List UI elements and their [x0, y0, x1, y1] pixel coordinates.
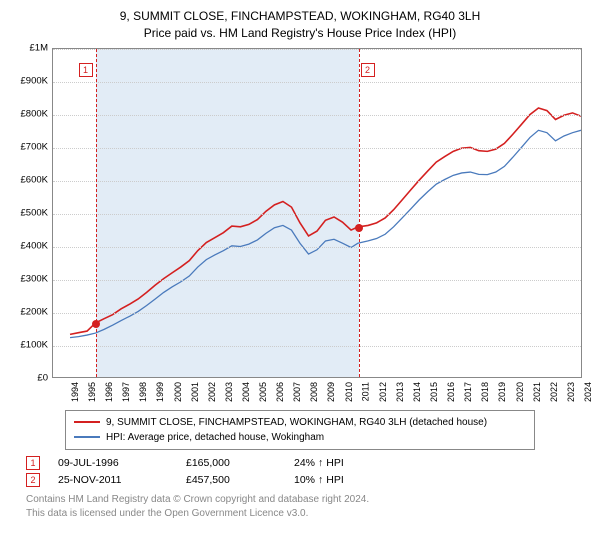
sale-vline: [359, 49, 360, 377]
gridline: [53, 280, 581, 281]
gridline: [53, 115, 581, 116]
gridline: [53, 346, 581, 347]
x-axis-label: 1997: [121, 382, 131, 402]
title-subtitle: Price paid vs. HM Land Registry's House …: [12, 25, 588, 42]
series-hpi: [70, 130, 581, 337]
gridline: [53, 214, 581, 215]
gridline: [53, 313, 581, 314]
sale-date: 25-NOV-2011: [58, 474, 168, 486]
legend-box: 9, SUMMIT CLOSE, FINCHAMPSTEAD, WOKINGHA…: [65, 410, 535, 450]
sale-date: 09-JUL-1996: [58, 457, 168, 469]
x-axis-label: 2019: [497, 382, 507, 402]
x-axis-label: 2002: [207, 382, 217, 402]
gridline: [53, 82, 581, 83]
x-axis-label: 2015: [429, 382, 439, 402]
legend-row: HPI: Average price, detached house, Woki…: [74, 430, 526, 445]
footer-line1: Contains HM Land Registry data © Crown c…: [26, 493, 588, 507]
y-axis-label: £400K: [21, 240, 48, 251]
x-axis-label: 2004: [241, 382, 251, 402]
x-axis-label: 2012: [378, 382, 388, 402]
x-axis-label: 2023: [566, 382, 576, 402]
sale-price: £457,500: [186, 474, 276, 486]
sales-block: 1 09-JUL-1996 £165,000 24% ↑ HPI 2 25-NOV-201…: [12, 456, 588, 487]
x-axis-label: 2010: [344, 382, 354, 402]
legend-label-hpi: HPI: Average price, detached house, Woki…: [106, 430, 324, 445]
x-axis-label: 2018: [480, 382, 490, 402]
legend-row: 9, SUMMIT CLOSE, FINCHAMPSTEAD, WOKINGHA…: [74, 415, 526, 430]
footer: Contains HM Land Registry data © Crown c…: [26, 493, 588, 521]
y-axis-label: £900K: [21, 75, 48, 86]
y-axis-label: £800K: [21, 108, 48, 119]
legend-swatch-hpi: [74, 436, 100, 438]
y-axis-label: £700K: [21, 141, 48, 152]
x-axis-label: 1998: [138, 382, 148, 402]
gridline: [53, 49, 581, 50]
sale-hpi: 24% ↑ HPI: [294, 457, 384, 469]
y-axis-label: £0: [37, 372, 48, 383]
x-axis-label: 1999: [156, 382, 166, 402]
y-axis-label: £200K: [21, 306, 48, 317]
arrow-up-icon: ↑: [318, 474, 323, 486]
x-axis-label: 2022: [549, 382, 559, 402]
sale-row: 2 25-NOV-2011 £457,500 10% ↑ HPI: [26, 473, 588, 487]
plot-area: 12: [52, 48, 582, 378]
gridline: [53, 247, 581, 248]
sale-dot: [92, 320, 100, 328]
x-axis-label: 2005: [258, 382, 268, 402]
x-axis-label: 2013: [395, 382, 405, 402]
chart-container: 9, SUMMIT CLOSE, FINCHAMPSTEAD, WOKINGHA…: [0, 0, 600, 560]
x-axis-label: 2016: [446, 382, 456, 402]
arrow-up-icon: ↑: [318, 457, 323, 469]
sale-marker-2: 2: [361, 63, 375, 77]
x-axis-label: 2006: [275, 382, 285, 402]
sale-hpi: 10% ↑ HPI: [294, 474, 384, 486]
title-address: 9, SUMMIT CLOSE, FINCHAMPSTEAD, WOKINGHA…: [12, 8, 588, 25]
legend-label-subject: 9, SUMMIT CLOSE, FINCHAMPSTEAD, WOKINGHA…: [106, 415, 487, 430]
x-axis-label: 1996: [104, 382, 114, 402]
x-axis-label: 2007: [292, 382, 302, 402]
chart-area: 12 £0£100K£200K£300K£400K£500K£600K£700K…: [12, 48, 588, 406]
gridline: [53, 148, 581, 149]
x-axis-label: 2003: [224, 382, 234, 402]
sale-row-marker: 2: [26, 473, 40, 487]
x-axis-label: 2014: [412, 382, 422, 402]
y-axis-label: £600K: [21, 174, 48, 185]
gridline: [53, 181, 581, 182]
line-svg: [53, 49, 581, 377]
y-axis-label: £100K: [21, 339, 48, 350]
x-axis-label: 1994: [70, 382, 80, 402]
x-axis-label: 2021: [532, 382, 542, 402]
y-axis-label: £500K: [21, 207, 48, 218]
x-axis-label: 2020: [515, 382, 525, 402]
x-axis-label: 2024: [583, 382, 593, 402]
legend-swatch-subject: [74, 421, 100, 423]
sale-price: £165,000: [186, 457, 276, 469]
x-axis-label: 2001: [190, 382, 200, 402]
x-axis-label: 2008: [309, 382, 319, 402]
sale-marker-1: 1: [79, 63, 93, 77]
sale-row: 1 09-JUL-1996 £165,000 24% ↑ HPI: [26, 456, 588, 470]
series-subject: [70, 108, 581, 334]
footer-line2: This data is licensed under the Open Gov…: [26, 507, 588, 521]
x-axis-label: 1995: [87, 382, 97, 402]
title-block: 9, SUMMIT CLOSE, FINCHAMPSTEAD, WOKINGHA…: [12, 8, 588, 42]
y-axis-label: £300K: [21, 273, 48, 284]
x-axis-label: 2000: [173, 382, 183, 402]
sale-row-marker: 1: [26, 456, 40, 470]
x-axis-label: 2009: [326, 382, 336, 402]
y-axis-label: £1M: [30, 42, 48, 53]
sale-dot: [355, 224, 363, 232]
x-axis-label: 2017: [463, 382, 473, 402]
x-axis-label: 2011: [360, 382, 370, 401]
